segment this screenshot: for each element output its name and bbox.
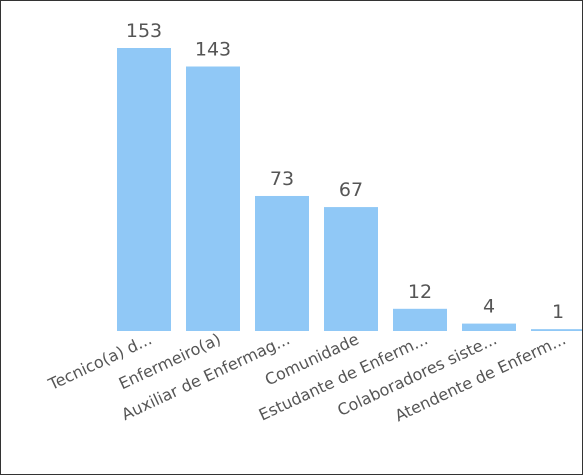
value-label-3: 73	[270, 168, 294, 190]
bar-6	[462, 323, 516, 331]
value-label-2: 143	[195, 38, 231, 60]
bar-2	[186, 66, 240, 331]
value-label-5: 12	[408, 281, 432, 303]
value-label-6: 4	[483, 296, 495, 318]
bar-3	[255, 195, 309, 331]
bar-5	[393, 308, 447, 331]
bar-1	[117, 48, 171, 331]
value-labels-group: 153 143 73 67 12 4 1	[126, 20, 564, 323]
bar-7	[531, 329, 582, 331]
bars-group	[117, 48, 582, 331]
category-labels-group: Tecnico(a) d...Enfermeiro(a)Auxiliar de …	[45, 329, 569, 425]
value-label-7: 1	[552, 301, 564, 323]
bar-4	[324, 207, 378, 331]
value-label-4: 67	[339, 179, 363, 201]
value-label-1: 153	[126, 20, 162, 42]
